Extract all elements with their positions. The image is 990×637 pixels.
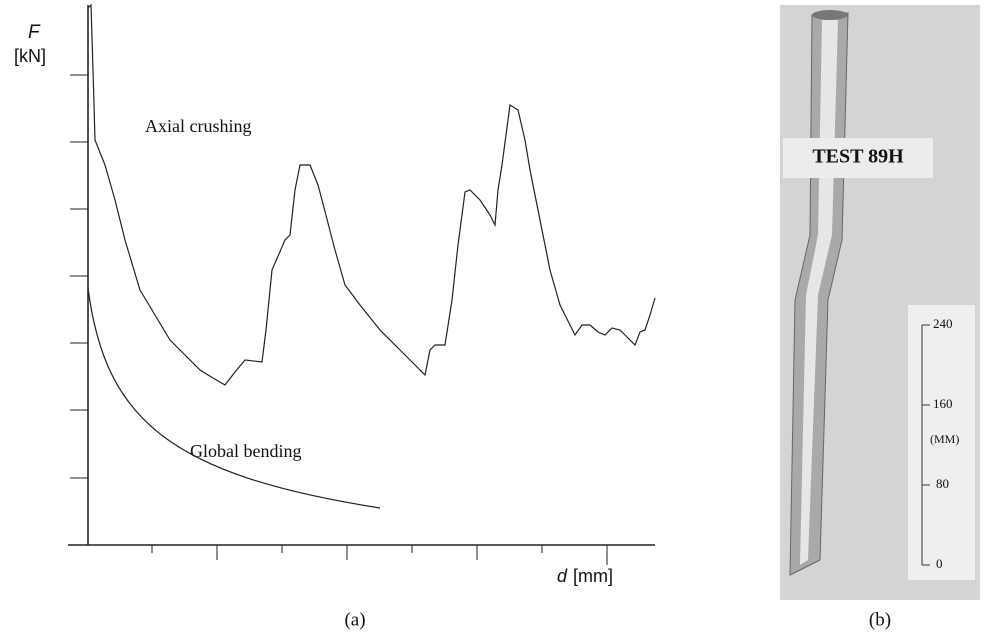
label-card xyxy=(783,138,933,178)
bending-curve xyxy=(87,287,381,509)
curve-label: Global bending xyxy=(190,441,301,461)
scale-unit: (MM) xyxy=(930,432,959,446)
x-unit: [mm] xyxy=(573,566,613,586)
scale-tick: 240 xyxy=(933,316,953,331)
photo-label: TEST 89H xyxy=(812,146,904,168)
curve-label: Axial crushing xyxy=(145,116,251,136)
y-ticks xyxy=(70,74,88,479)
axial-curve xyxy=(87,3,656,545)
x-symbol: d xyxy=(557,566,568,586)
plot-a xyxy=(68,3,656,565)
scale xyxy=(921,324,930,566)
caption: (b) xyxy=(869,609,891,630)
scale-tick: 160 xyxy=(933,396,953,411)
caption: (a) xyxy=(344,609,365,630)
photo-b xyxy=(780,5,980,600)
tube-top xyxy=(812,10,848,20)
y-unit: [kN] xyxy=(14,46,46,66)
scale-tick: 0 xyxy=(936,556,943,571)
scale-card xyxy=(908,305,975,580)
x-ticks xyxy=(151,545,608,565)
scale-tick: 80 xyxy=(936,476,949,491)
y-symbol: F xyxy=(28,22,41,43)
